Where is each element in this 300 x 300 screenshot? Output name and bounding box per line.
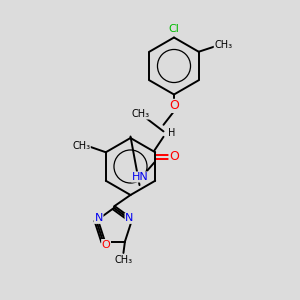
Text: CH₃: CH₃ [132, 109, 150, 119]
Text: CH₃: CH₃ [114, 255, 133, 265]
Text: HN: HN [132, 172, 148, 182]
Text: N: N [94, 213, 103, 224]
Text: N: N [125, 213, 134, 224]
Text: CH₃: CH₃ [72, 141, 90, 151]
Text: H: H [168, 128, 175, 138]
Text: CH₃: CH₃ [214, 40, 232, 50]
Text: Cl: Cl [169, 23, 179, 34]
Text: O: O [169, 99, 179, 112]
Text: O: O [102, 239, 110, 250]
Text: O: O [169, 150, 179, 164]
